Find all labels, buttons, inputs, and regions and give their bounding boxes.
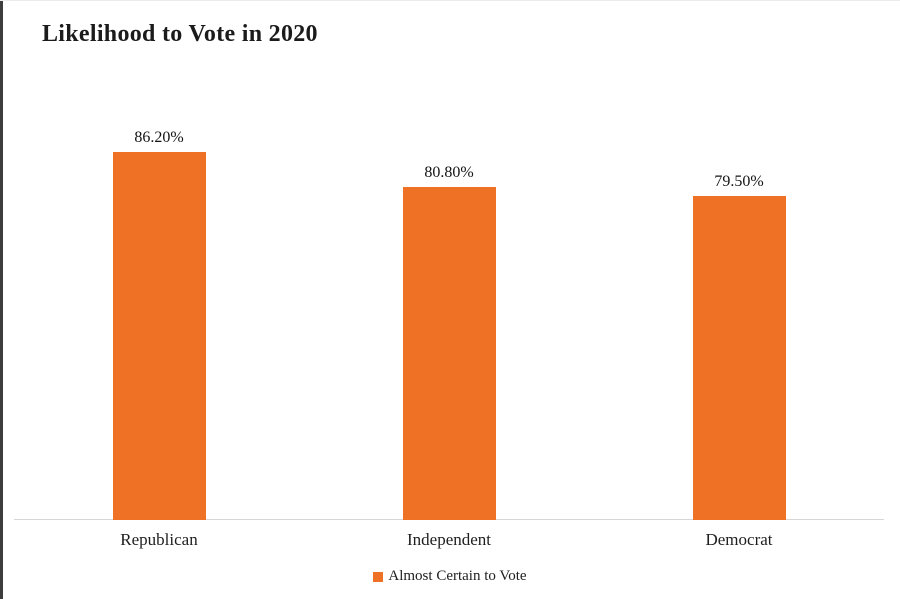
category-label-republican: Republican — [120, 530, 198, 549]
value-label: 80.80% — [424, 164, 474, 182]
window-left-border — [0, 1, 3, 599]
legend-swatch-icon — [373, 571, 384, 582]
legend-label: Almost Certain to Vote — [388, 568, 527, 584]
bar-slot: 80.80% — [304, 127, 594, 520]
bar-slot: 86.20% — [14, 127, 304, 520]
plot-area: 86.20% 80.80% 79.50% — [14, 127, 884, 520]
bar-republican: 86.20% — [112, 129, 206, 520]
bar-independent: 80.80% — [402, 164, 496, 520]
x-axis-labels: Republican Independent Democrat — [14, 530, 884, 550]
category-label-independent: Independent — [406, 530, 492, 549]
bar-democrat: 79.50% — [692, 173, 786, 520]
chart-title: Likelihood to Vote in 2020 — [42, 21, 318, 47]
value-label: 86.20% — [134, 128, 184, 146]
bar-slot: 79.50% — [594, 127, 884, 520]
legend: Almost Certain to Vote — [0, 568, 900, 585]
value-label: 79.50% — [714, 172, 764, 190]
category-label-democrat: Democrat — [705, 530, 773, 549]
